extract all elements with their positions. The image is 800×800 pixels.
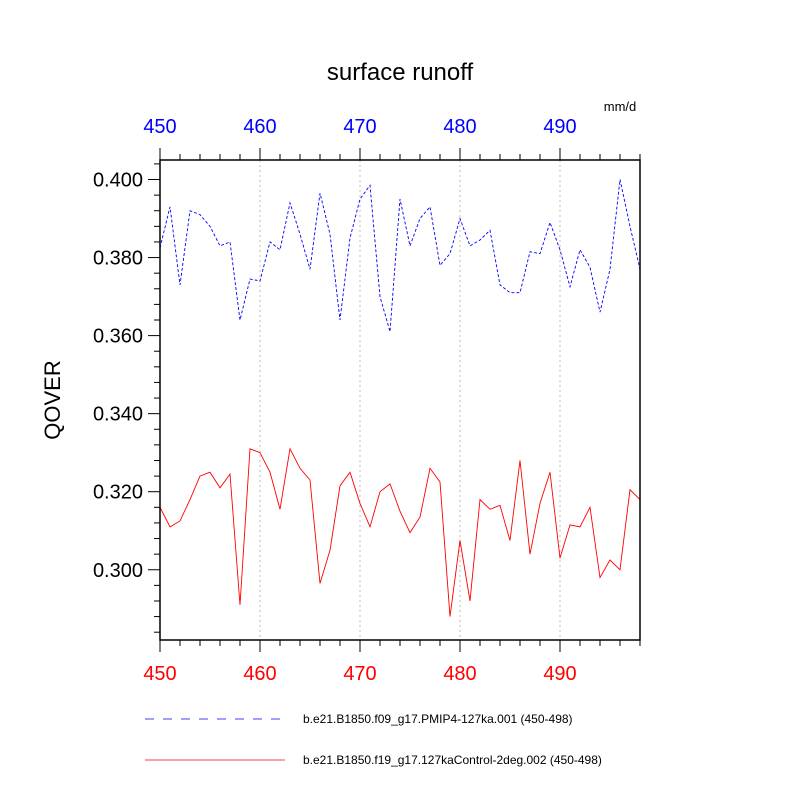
x-tick-label-bottom: 460 [243, 663, 276, 685]
x-tick-label-top: 460 [243, 116, 276, 138]
legend-label-series-0: b.e21.B1850.f09_g17.PMIP4-127ka.001 (450… [303, 712, 573, 726]
y-tick-label: 0.340 [93, 404, 143, 426]
series-line-1 [159, 447, 641, 617]
x-tick-label-top: 480 [443, 116, 476, 138]
y-tick-label: 0.320 [93, 482, 143, 504]
axis-ticks [148, 148, 641, 652]
y-tick-label: 0.400 [93, 170, 143, 192]
y-tick-label: 0.380 [93, 248, 143, 270]
y-axis-label: QOVER [40, 360, 65, 439]
x-tick-label-bottom: 470 [343, 663, 376, 685]
x-tick-label-top: 450 [143, 116, 176, 138]
series-line-0 [159, 179, 641, 332]
legend-label-series-1: b.e21.B1850.f19_g17.127kaControl-2deg.00… [303, 753, 602, 767]
grid-lines [259, 160, 561, 640]
plot-frame [159, 159, 641, 641]
x-tick-label-bottom: 490 [543, 663, 576, 685]
x-tick-label-top: 470 [343, 116, 376, 138]
x-tick-label-bottom: 480 [443, 663, 476, 685]
y-tick-label: 0.360 [93, 326, 143, 348]
y-axis-labels: 0.400 0.380 0.360 0.340 0.320 0.300 [93, 170, 143, 582]
top-axis-labels: 450 460 470 480 490 [143, 116, 576, 138]
bottom-axis-labels: 450 460 470 480 490 [143, 663, 576, 685]
legend: b.e21.B1850.f09_g17.PMIP4-127ka.001 (450… [145, 712, 602, 767]
chart-title: surface runoff [327, 59, 474, 86]
x-tick-label-bottom: 450 [143, 663, 176, 685]
y-tick-label: 0.300 [93, 560, 143, 582]
x-tick-label-top: 490 [543, 116, 576, 138]
series-layer [159, 179, 641, 617]
units-label: mm/d [604, 99, 637, 114]
